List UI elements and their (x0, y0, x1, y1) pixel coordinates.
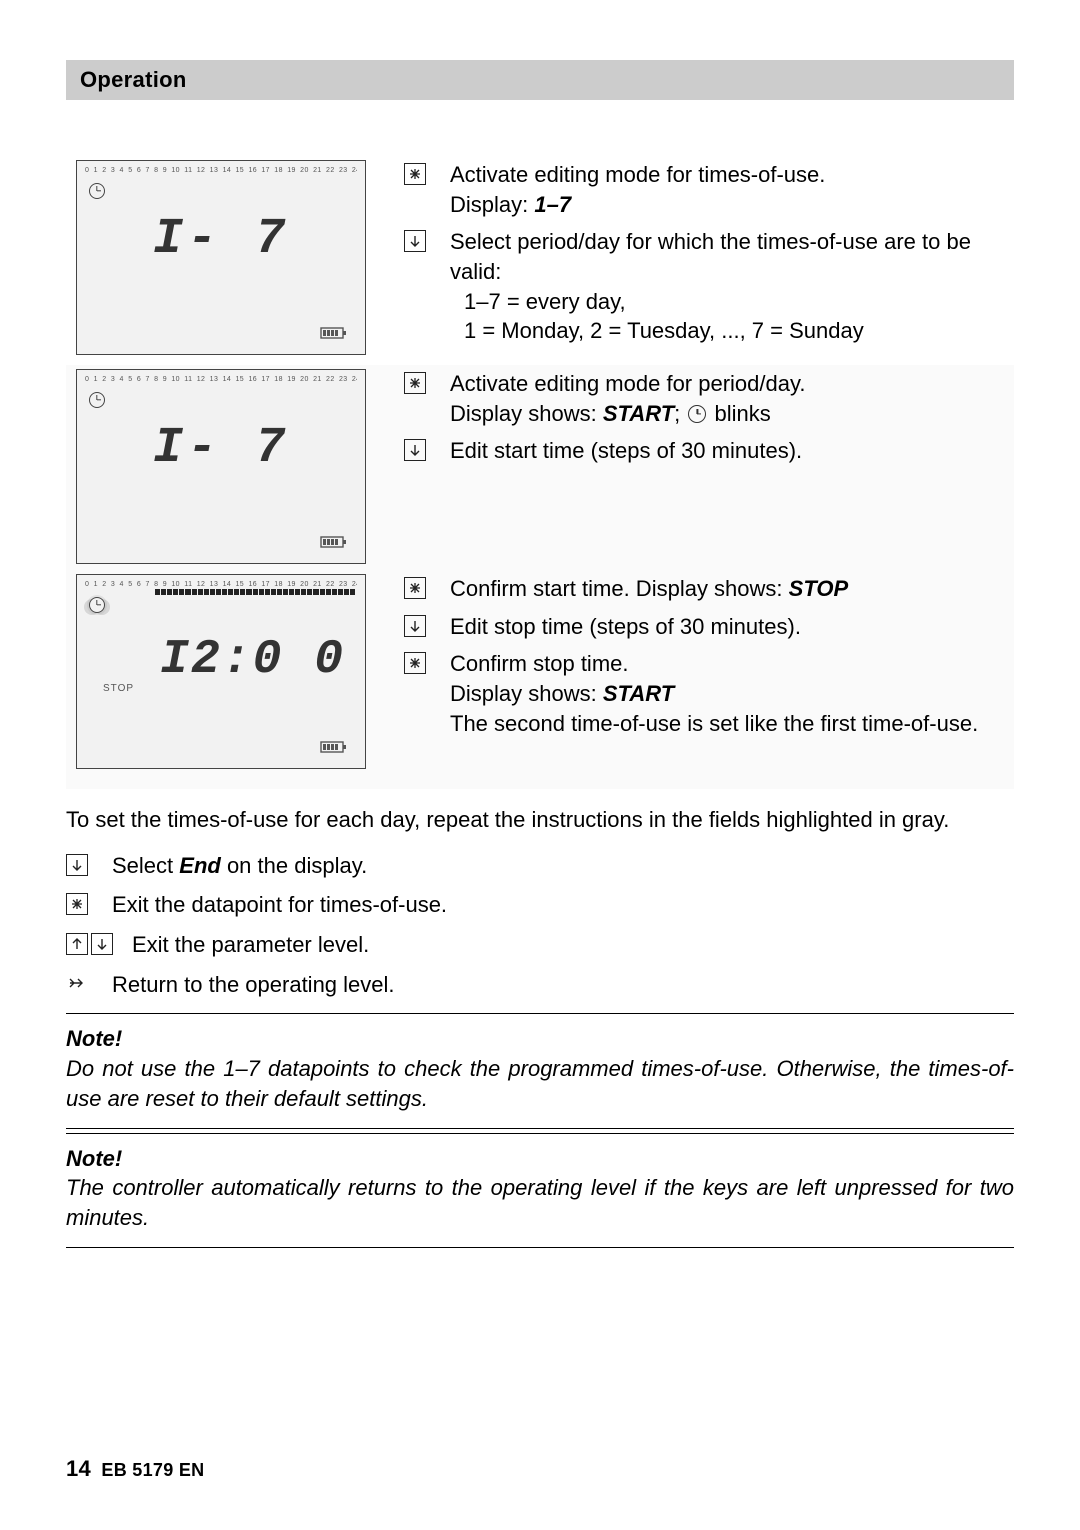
highlighted-region: 0 1 2 3 4 5 6 7 8 9 10 11 12 13 14 15 16… (66, 365, 1014, 789)
battery-icon (319, 740, 347, 754)
lcd-display-1: 0 1 2 3 4 5 6 7 8 9 10 11 12 13 14 15 16… (76, 160, 366, 355)
page-number: 14 (66, 1456, 91, 1481)
page: Operation 0 1 2 3 4 5 6 7 8 9 10 11 12 1… (0, 0, 1080, 1530)
instruction-block-2: 0 1 2 3 4 5 6 7 8 9 10 11 12 13 14 15 16… (66, 369, 1014, 564)
down-key-icon (66, 854, 96, 876)
content: 0 1 2 3 4 5 6 7 8 9 10 11 12 13 14 15 16… (66, 160, 1014, 1248)
lcd-stop-label: STOP (103, 683, 134, 694)
divider (66, 1128, 1014, 1129)
lcd-time-scale: 0 1 2 3 4 5 6 7 8 9 10 11 12 13 14 15 16… (85, 581, 357, 588)
lcd-time-scale: 0 1 2 3 4 5 6 7 8 9 10 11 12 13 14 15 16… (85, 376, 357, 383)
text: Confirm start time. Display shows: STOP (450, 574, 848, 604)
battery-icon (319, 535, 347, 549)
enter-key-icon (404, 163, 434, 185)
up-down-keys-icon (66, 933, 116, 955)
lcd-value: I2:0 0 (160, 633, 345, 687)
text: Activate editing mode for times-of-use. … (450, 160, 825, 219)
instruction-text: Activate editing mode for times-of-use. … (404, 160, 1014, 354)
text: Confirm stop time. Display shows: START … (450, 649, 978, 738)
lcd-value: I- 7 (77, 211, 365, 268)
lcd-timebar (155, 589, 355, 595)
clock-icon (89, 392, 105, 408)
paragraph: To set the times-of-use for each day, re… (66, 805, 1014, 835)
clock-icon (89, 183, 105, 199)
section-heading: Operation (66, 60, 1014, 100)
enter-key-icon (404, 577, 434, 599)
lcd-display-2: 0 1 2 3 4 5 6 7 8 9 10 11 12 13 14 15 16… (76, 369, 366, 564)
step-list: Select End on the display. Exit the data… (66, 851, 1014, 1000)
text: Exit the datapoint for times-of-use. (112, 890, 447, 920)
divider (66, 1247, 1014, 1248)
instruction-block-3: 0 1 2 3 4 5 6 7 8 9 10 11 12 13 14 15 16… (66, 574, 1014, 769)
text: Select End on the display. (112, 851, 367, 881)
clock-icon-blinking (89, 597, 105, 613)
text: Exit the parameter level. (132, 930, 369, 960)
battery-icon (319, 326, 347, 340)
enter-key-icon (66, 893, 96, 915)
text: Edit stop time (steps of 30 minutes). (450, 612, 801, 642)
document-id: EB 5179 EN (101, 1460, 204, 1480)
text: Activate editing mode for period/day. Di… (450, 369, 805, 428)
lcd-time-scale: 0 1 2 3 4 5 6 7 8 9 10 11 12 13 14 15 16… (85, 167, 357, 174)
lcd-column: 0 1 2 3 4 5 6 7 8 9 10 11 12 13 14 15 16… (66, 160, 404, 355)
note-1: Note! Do not use the 1–7 datapoints to c… (66, 1024, 1014, 1113)
enter-key-icon (404, 652, 434, 674)
lcd-value: I- 7 (77, 420, 365, 477)
down-key-icon (404, 615, 434, 637)
note-2: Note! The controller automatically retur… (66, 1144, 1014, 1233)
text: Select period/day for which the times-of… (450, 227, 1014, 346)
text: Return to the operating level. (112, 970, 395, 1000)
divider (66, 1013, 1014, 1014)
instruction-block-1: 0 1 2 3 4 5 6 7 8 9 10 11 12 13 14 15 16… (66, 160, 1014, 355)
divider (66, 1133, 1014, 1134)
lcd-display-3: 0 1 2 3 4 5 6 7 8 9 10 11 12 13 14 15 16… (76, 574, 366, 769)
text: Edit start time (steps of 30 minutes). (450, 436, 802, 466)
page-footer: 14 EB 5179 EN (66, 1456, 204, 1482)
return-key-icon (66, 973, 96, 993)
down-key-icon (404, 439, 434, 461)
enter-key-icon (404, 372, 434, 394)
down-key-icon (404, 230, 434, 252)
clock-icon (688, 405, 706, 423)
